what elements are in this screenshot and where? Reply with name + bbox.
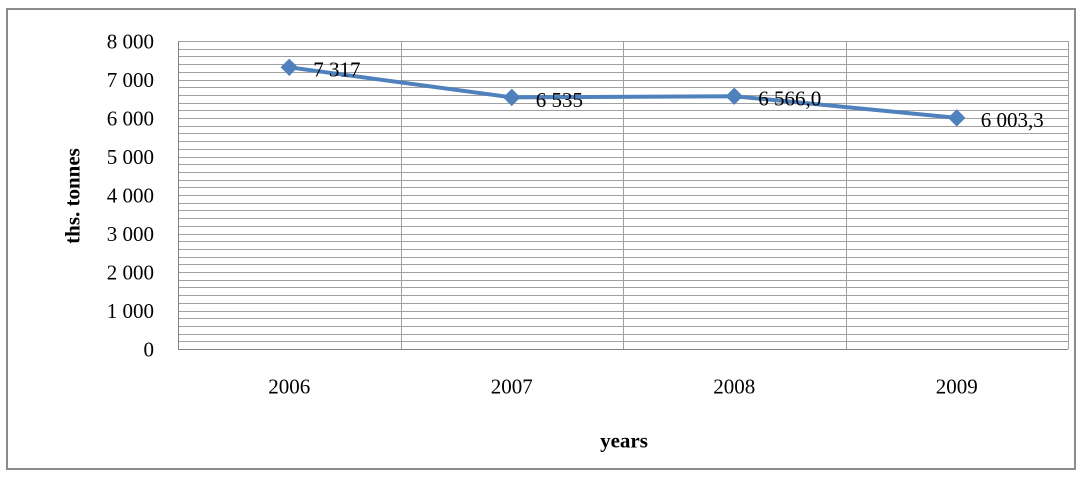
y-tick-label: 3 000 — [107, 222, 154, 246]
x-tick-label: 2008 — [713, 374, 755, 398]
gridlines — [178, 41, 1069, 350]
data-label: 6 535 — [536, 88, 583, 112]
x-axis-title: years — [600, 428, 648, 452]
data-label: 6 566,0 — [758, 87, 821, 111]
data-label: 6 003,3 — [981, 108, 1044, 132]
data-series — [280, 58, 966, 127]
x-tick-label: 2009 — [936, 374, 978, 398]
chart-frame — [6, 8, 1076, 470]
data-point-marker — [503, 88, 521, 107]
axes — [178, 41, 1068, 350]
data-point-marker — [948, 109, 966, 127]
y-tick-label: 4 000 — [107, 183, 154, 207]
y-tick-label: 5 000 — [107, 145, 154, 169]
data-point-marker — [725, 87, 743, 105]
data-label: 7 317 — [313, 58, 360, 82]
data-point-marker — [280, 58, 298, 77]
y-tick-label: 1 000 — [107, 299, 154, 323]
y-axis-title: ths. tonnes — [60, 148, 84, 244]
x-tick-label: 2007 — [491, 374, 533, 398]
y-tick-label: 6 000 — [107, 106, 154, 130]
y-axis-ticks: 0 1 000 2 000 3 000 4 000 5 000 6 000 7 000 8 00… — [107, 29, 154, 361]
y-tick-label: 0 — [144, 337, 155, 361]
y-tick-label: 2 000 — [107, 260, 154, 284]
series-line — [287, 65, 959, 120]
data-labels: 7 317 6 535 6 566,0 6 003,3 — [313, 58, 1044, 133]
y-tick-label: 7 000 — [107, 68, 154, 92]
y-tick-label: 8 000 — [107, 29, 154, 53]
x-tick-label: 2006 — [268, 374, 310, 398]
x-axis-ticks: 2006 2007 2008 2009 — [268, 374, 978, 398]
